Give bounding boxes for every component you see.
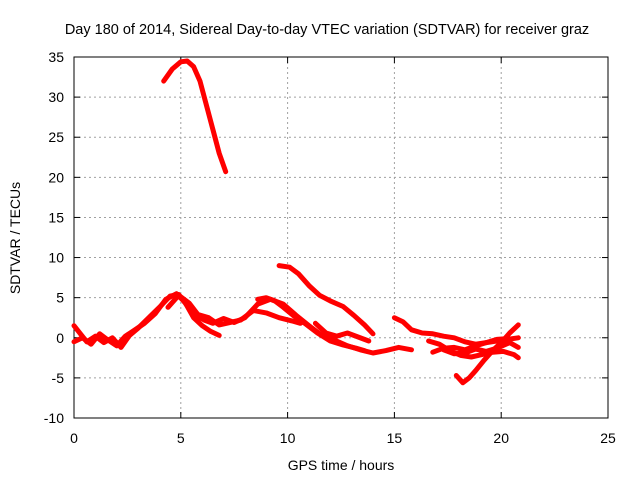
x-tick-label: 25 — [600, 430, 616, 446]
y-tick-label: 20 — [48, 169, 64, 185]
series-line-satellite-track-6 — [312, 320, 372, 344]
grid-lines — [74, 57, 608, 418]
series-line-satellite-track-4 — [165, 292, 303, 328]
y-tick-label: 0 — [56, 330, 64, 346]
y-tick-label: 25 — [48, 129, 64, 145]
y-axis-label: SDTVAR / TECUs — [7, 182, 23, 294]
y-tick-label: 10 — [48, 250, 64, 266]
x-axis-tick-labels: 0 5 10 15 20 25 — [70, 430, 616, 446]
y-tick-label: 35 — [48, 49, 64, 65]
series-line-satellite-track-5 — [255, 295, 367, 354]
x-tick-label: 5 — [177, 430, 185, 446]
series-line-satellite-track-1 — [161, 58, 229, 175]
x-tick-label: 20 — [493, 430, 509, 446]
y-tick-label: -10 — [44, 410, 64, 426]
x-tick-label: 15 — [387, 430, 403, 446]
y-axis-tick-labels: -10 -5 0 5 10 15 20 25 30 35 — [44, 49, 64, 426]
data-series — [71, 58, 521, 386]
series-line-satellite-track-7 — [276, 263, 376, 337]
y-tick-label: 15 — [48, 209, 64, 225]
series-line-satellite-track-3 — [71, 291, 222, 349]
chart-title: Day 180 of 2014, Sidereal Day-to-day VTE… — [65, 22, 589, 38]
x-axis-label: GPS time / hours — [288, 457, 395, 473]
axis-ticks — [73, 56, 609, 419]
x-tick-label: 0 — [70, 430, 78, 446]
series-line-satellite-track-12 — [441, 340, 521, 357]
plot-frame — [73, 56, 609, 419]
y-tick-label: 5 — [56, 290, 64, 306]
y-tick-label: -5 — [52, 370, 65, 386]
x-tick-label: 10 — [280, 430, 296, 446]
y-tick-label: 30 — [48, 89, 64, 105]
